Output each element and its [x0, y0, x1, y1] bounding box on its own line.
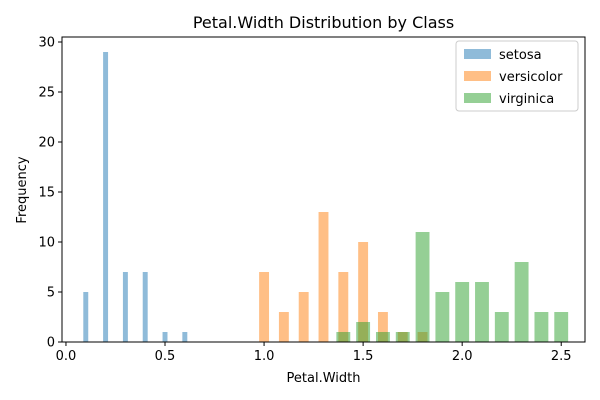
bar-versicolor-6: [377, 312, 388, 342]
bar-virginica-6: [455, 282, 470, 342]
bar-virginica-2: [375, 332, 390, 342]
bars-group: [83, 52, 569, 342]
bar-setosa-5: [182, 332, 188, 342]
x-tick-label: 0.0: [56, 349, 77, 364]
legend-swatch-setosa: [464, 49, 491, 59]
y-tick-label: 30: [38, 36, 55, 51]
legend-label-versicolor: versicolor: [499, 70, 563, 85]
bar-virginica-1: [356, 322, 371, 342]
legend: setosa versicolor virginica: [455, 40, 579, 112]
bar-virginica-10: [534, 312, 549, 342]
bar-setosa-2: [122, 272, 128, 342]
bar-versicolor-2: [298, 292, 309, 342]
chart-title: Petal.Width Distribution by Class: [193, 13, 454, 32]
y-tick-label: 5: [47, 286, 55, 301]
y-tick-label: 15: [38, 186, 55, 201]
plot-frame: [61, 36, 586, 343]
bar-virginica-8: [494, 312, 509, 342]
bar-versicolor-4: [338, 272, 349, 342]
bar-virginica-7: [475, 282, 489, 342]
bar-virginica-9: [514, 262, 529, 342]
x-tick-label: 1.5: [353, 349, 374, 364]
bar-virginica-0: [336, 332, 351, 342]
legend-label-virginica: virginica: [499, 92, 554, 107]
legend-label-setosa: setosa: [499, 48, 542, 63]
x-tick-label: 1.0: [254, 349, 275, 364]
bar-versicolor-3: [318, 212, 329, 342]
y-tick-label: 25: [38, 86, 55, 101]
x-tick-label: 2.0: [452, 349, 473, 364]
y-axis-label: Frequency: [15, 156, 30, 223]
bar-virginica-3: [395, 332, 410, 342]
axes-group: 0.0 0.5 1.0 1.5 2.0 2.5 0 5 10 15 20 25 30: [38, 36, 586, 364]
y-tick-label: 20: [38, 136, 55, 151]
bar-setosa-0: [83, 292, 89, 342]
bar-virginica-5: [435, 292, 450, 342]
x-axis-label: Petal.Width: [287, 371, 361, 386]
bar-setosa-3: [142, 272, 148, 342]
legend-swatch-virginica: [464, 93, 491, 103]
bar-setosa-1: [103, 52, 109, 342]
bar-setosa-4: [162, 332, 168, 342]
x-tick-label: 0.5: [155, 349, 176, 364]
y-tick-label: 0: [47, 336, 55, 351]
bar-versicolor-5: [358, 242, 369, 342]
bar-versicolor-0: [259, 272, 270, 342]
bar-versicolor-1: [278, 312, 289, 342]
bar-virginica-4: [415, 232, 430, 342]
legend-swatch-versicolor: [464, 71, 491, 81]
y-tick-label: 10: [38, 236, 55, 251]
x-tick-label: 2.5: [551, 349, 572, 364]
bar-virginica-11: [554, 312, 569, 342]
